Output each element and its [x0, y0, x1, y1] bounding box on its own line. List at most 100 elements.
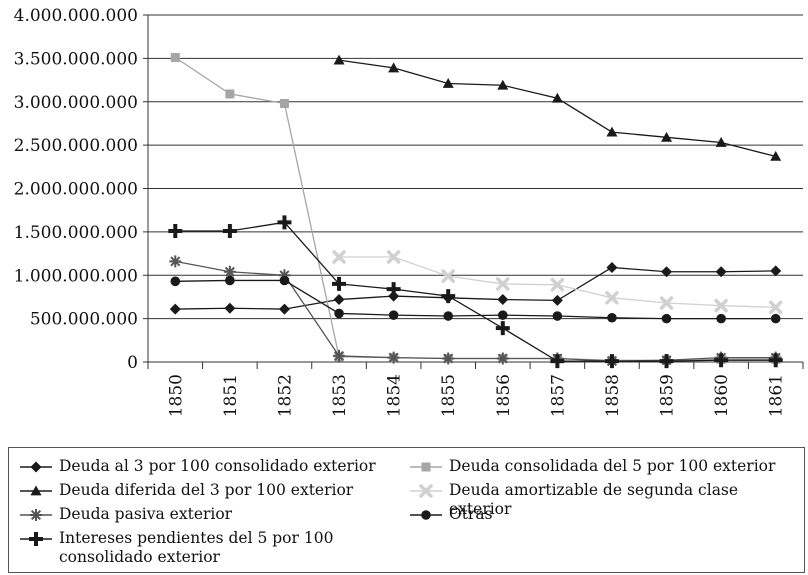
data-point-cross	[550, 354, 565, 369]
legend-swatch	[410, 510, 442, 520]
data-point-cross	[659, 354, 674, 369]
x-tick-label: 1860	[712, 374, 732, 417]
legend-swatch	[410, 484, 442, 498]
data-point-circle	[334, 308, 344, 319]
data-point-cross	[29, 532, 43, 546]
legend-item: Intereses pendientes del 5 por 100 conso…	[19, 529, 333, 567]
line-chart: 0 500.000.000 1.000.000.000 1.500.000.000 2.…	[14, 6, 804, 417]
data-point-star	[387, 351, 400, 364]
legend-swatch	[20, 532, 52, 546]
legend-label: Deuda diferida del 3 por 100 exterior	[59, 481, 354, 499]
x-tick-label: 1856	[494, 374, 514, 417]
x-tick-label: 1861	[767, 374, 787, 417]
data-point-diamond	[333, 294, 345, 306]
legend-label: Deuda pasiva exterior	[59, 505, 233, 523]
x-tick-label: 1854	[385, 374, 405, 417]
legend-label: Otras	[449, 505, 493, 523]
y-tick-label: 500.000.000	[30, 310, 138, 330]
legend-swatch	[20, 509, 52, 521]
y-tick-label: 1.500.000.000	[14, 223, 138, 243]
data-point-x	[419, 484, 433, 498]
data-point-circle	[225, 275, 235, 286]
data-point-x	[605, 291, 619, 305]
data-point-x	[714, 298, 728, 313]
data-point-circle	[716, 313, 726, 324]
data-point-cross	[277, 215, 292, 230]
series-line	[175, 260, 776, 362]
legend-item: Otras	[409, 505, 493, 524]
data-point-x	[386, 250, 401, 264]
data-point-triangle	[661, 131, 673, 142]
data-point-star	[442, 352, 455, 365]
data-point-diamond	[551, 294, 563, 306]
data-point-cross	[222, 224, 237, 239]
data-point-cross	[441, 289, 456, 304]
data-point-diamond	[30, 461, 42, 473]
data-point-star	[223, 265, 236, 278]
data-point-circle	[170, 276, 181, 287]
data-point-cross	[386, 282, 401, 297]
data-point-star	[169, 255, 182, 268]
x-tick-label: 1859	[658, 374, 678, 417]
data-point-diamond	[606, 261, 618, 273]
data-point-diamond	[661, 266, 673, 278]
data-point-diamond	[715, 266, 727, 278]
data-point-star	[496, 352, 509, 365]
series-5	[170, 275, 781, 324]
data-point-cross	[714, 353, 729, 368]
legend-label: Deuda amortizable de segunda clase exter…	[449, 481, 739, 518]
data-point-cross	[495, 321, 510, 336]
series-2	[333, 54, 782, 161]
data-point-cross	[168, 224, 183, 239]
legend-item: Deuda consolidada del 5 por 100 exterior	[409, 457, 775, 476]
series-line	[175, 266, 776, 310]
series-line	[338, 59, 776, 158]
x-tick-label: 1853	[330, 374, 350, 417]
data-point-cross	[332, 276, 347, 291]
x-tick-label: 1852	[275, 374, 295, 417]
data-point-circle	[607, 312, 617, 323]
legend-item: Deuda amortizable de segunda clase exter…	[409, 481, 804, 519]
data-point-x	[332, 250, 346, 264]
data-point-diamond	[169, 303, 181, 315]
data-point-triangle	[30, 485, 42, 496]
legend-swatch	[410, 462, 442, 472]
data-point-circle	[443, 311, 454, 321]
series-line	[175, 221, 776, 362]
data-point-triangle	[606, 126, 618, 137]
y-tick-label: 1.000.000.000	[14, 266, 138, 286]
legend-swatch	[20, 485, 52, 496]
data-point-x	[768, 300, 783, 315]
legend: Deuda al 3 por 100 consolidado exterior D…	[8, 447, 805, 573]
data-point-triangle	[551, 92, 563, 103]
x-tick-label: 1850	[166, 374, 186, 417]
data-point-circle	[770, 313, 781, 324]
data-point-diamond	[770, 265, 782, 277]
data-point-diamond	[497, 294, 509, 306]
data-point-star	[333, 349, 346, 362]
y-tick-label: 2.000.000.000	[14, 180, 138, 200]
data-point-circle	[421, 510, 431, 520]
data-point-square	[170, 53, 180, 63]
data-point-circle	[552, 311, 563, 321]
data-point-cross	[604, 354, 619, 369]
data-point-circle	[388, 310, 399, 320]
data-point-circle	[497, 310, 508, 320]
y-tick-label: 3.500.000.000	[14, 49, 138, 69]
legend-swatch	[20, 461, 52, 473]
data-point-triangle	[333, 54, 345, 65]
y-tick-label: 3.000.000.000	[14, 93, 138, 113]
data-point-square	[225, 89, 235, 99]
data-point-x	[441, 269, 455, 283]
data-point-x	[496, 277, 510, 291]
data-point-cross	[768, 353, 783, 368]
legend-label: Intereses pendientes del 5 por 100 conso…	[59, 529, 334, 566]
legend-item: Deuda pasiva exterior	[19, 505, 232, 524]
data-point-star	[30, 509, 42, 521]
data-point-diamond	[278, 303, 290, 315]
series-line	[175, 279, 776, 320]
x-tick-label: 1858	[603, 374, 623, 417]
series-line	[174, 56, 776, 361]
data-point-triangle	[388, 62, 400, 73]
data-point-diamond	[224, 302, 236, 314]
